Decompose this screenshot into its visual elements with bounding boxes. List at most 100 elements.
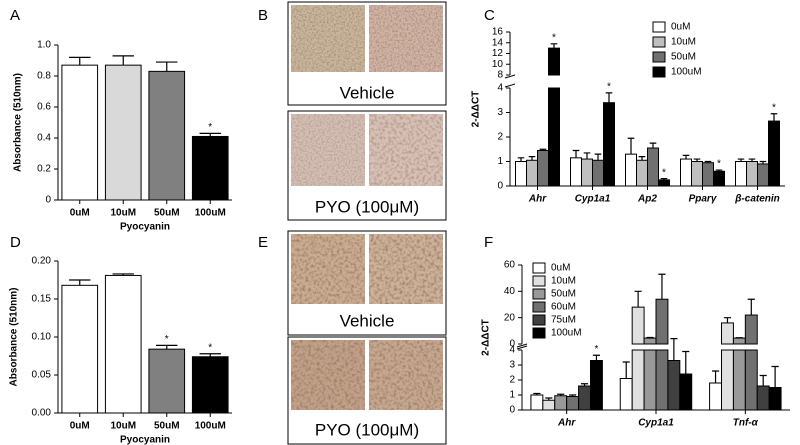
y-tick-label: 0.20 [32, 256, 52, 267]
error-bar [634, 290, 642, 308]
x-tick-label: 100uM [195, 421, 226, 432]
x-tick-label: Cyp1a1 [575, 194, 611, 205]
y-tick-label: 0.15 [32, 294, 52, 305]
bar [746, 161, 758, 187]
legend-swatch [532, 301, 546, 313]
y-tick-label: 40 [504, 286, 516, 297]
error-bar [112, 55, 134, 66]
significance-marker: * [594, 344, 598, 355]
legend-label: 100uM [551, 328, 582, 339]
significance-marker: * [772, 102, 776, 113]
y-tick-label: 8 [497, 70, 503, 81]
x-tick-label: 50uM [154, 421, 180, 432]
significance-marker: * [165, 334, 169, 345]
bar [647, 147, 659, 187]
y-tick-label: 10 [492, 59, 504, 70]
x-tick-label: Tnf-α [733, 418, 759, 429]
legend-swatch [652, 21, 666, 33]
bar [554, 395, 568, 411]
error-bar [569, 394, 577, 397]
error-bar [682, 154, 690, 160]
error-bar [592, 354, 601, 361]
bar [631, 349, 645, 411]
image-caption: Vehicle [340, 83, 395, 102]
y-tick-label: 4 [509, 345, 515, 356]
legend-label: 100uM [671, 67, 702, 78]
error-bar [69, 56, 91, 66]
y-tick-label: 1 [509, 390, 515, 401]
bar [655, 349, 669, 411]
bar [713, 170, 725, 187]
bar [570, 157, 582, 187]
bar [732, 337, 746, 345]
bar [548, 87, 560, 187]
y-tick-label: 0 [497, 181, 503, 192]
legend-swatch [532, 262, 546, 274]
bar [636, 159, 648, 187]
error-bar [557, 393, 565, 396]
significance-marker: * [662, 167, 666, 178]
x-tick-label: 10uM [110, 421, 136, 432]
y-tick-label: 1 [497, 156, 503, 167]
error-bar [583, 152, 591, 160]
error-bar [759, 374, 767, 386]
bar [643, 337, 657, 345]
bar [61, 64, 99, 201]
x-tick-label: β-catenin [734, 194, 780, 205]
legend-label: 0uM [551, 263, 570, 274]
y-tick-label: 3 [509, 360, 515, 371]
error-bar [539, 148, 547, 151]
x-axis-label: Pyocyanin [120, 222, 170, 233]
bar [735, 161, 747, 187]
bar [566, 396, 580, 411]
y-tick-label: 3 [497, 107, 503, 118]
legend-swatch [652, 66, 666, 78]
error-bar [112, 273, 134, 276]
axis-break [516, 343, 528, 348]
bar [104, 64, 142, 201]
legend-swatch [532, 314, 546, 326]
bar [515, 161, 527, 187]
x-tick-label: 10uM [110, 208, 136, 219]
bar [768, 120, 780, 187]
bar [667, 360, 681, 411]
y-axis-label: Absorbance (510nm) [9, 288, 20, 387]
bar [619, 378, 633, 411]
y-tick-label: 0 [45, 195, 51, 206]
significance-marker: * [208, 122, 212, 133]
bar [756, 385, 770, 411]
legend-swatch [532, 288, 546, 300]
y-axis-label: Absorbance (510nm) [13, 73, 24, 172]
y-tick-label: 4 [497, 83, 503, 94]
significance-marker: * [208, 342, 212, 353]
x-tick-label: Ap2 [637, 194, 657, 205]
legend-swatch [652, 51, 666, 63]
legend-label: 10uM [551, 276, 576, 287]
legend-swatch [652, 36, 666, 48]
bar [148, 70, 186, 201]
bar [679, 373, 693, 411]
error-bar [723, 317, 732, 323]
error-bar [670, 338, 678, 361]
bar [702, 162, 714, 187]
bar [589, 360, 603, 411]
error-bar [737, 158, 745, 162]
y-tick-label: 0 [509, 405, 515, 416]
bar [658, 179, 670, 187]
y-tick-label: 0 [509, 339, 515, 350]
bar [537, 149, 549, 187]
bar [655, 298, 669, 345]
error-bar [550, 43, 558, 49]
error-bar [748, 158, 756, 162]
bar [768, 387, 782, 411]
error-bar [605, 92, 613, 103]
error-bar [528, 156, 536, 161]
legend-label: 10uM [671, 37, 696, 48]
error-bar [711, 370, 720, 383]
y-axis-label: 2-ΔΔCT [471, 91, 482, 128]
y-tick-label: 0.8 [37, 71, 51, 82]
panel-label: B [258, 7, 268, 24]
y-tick-label: 0.10 [32, 332, 52, 343]
